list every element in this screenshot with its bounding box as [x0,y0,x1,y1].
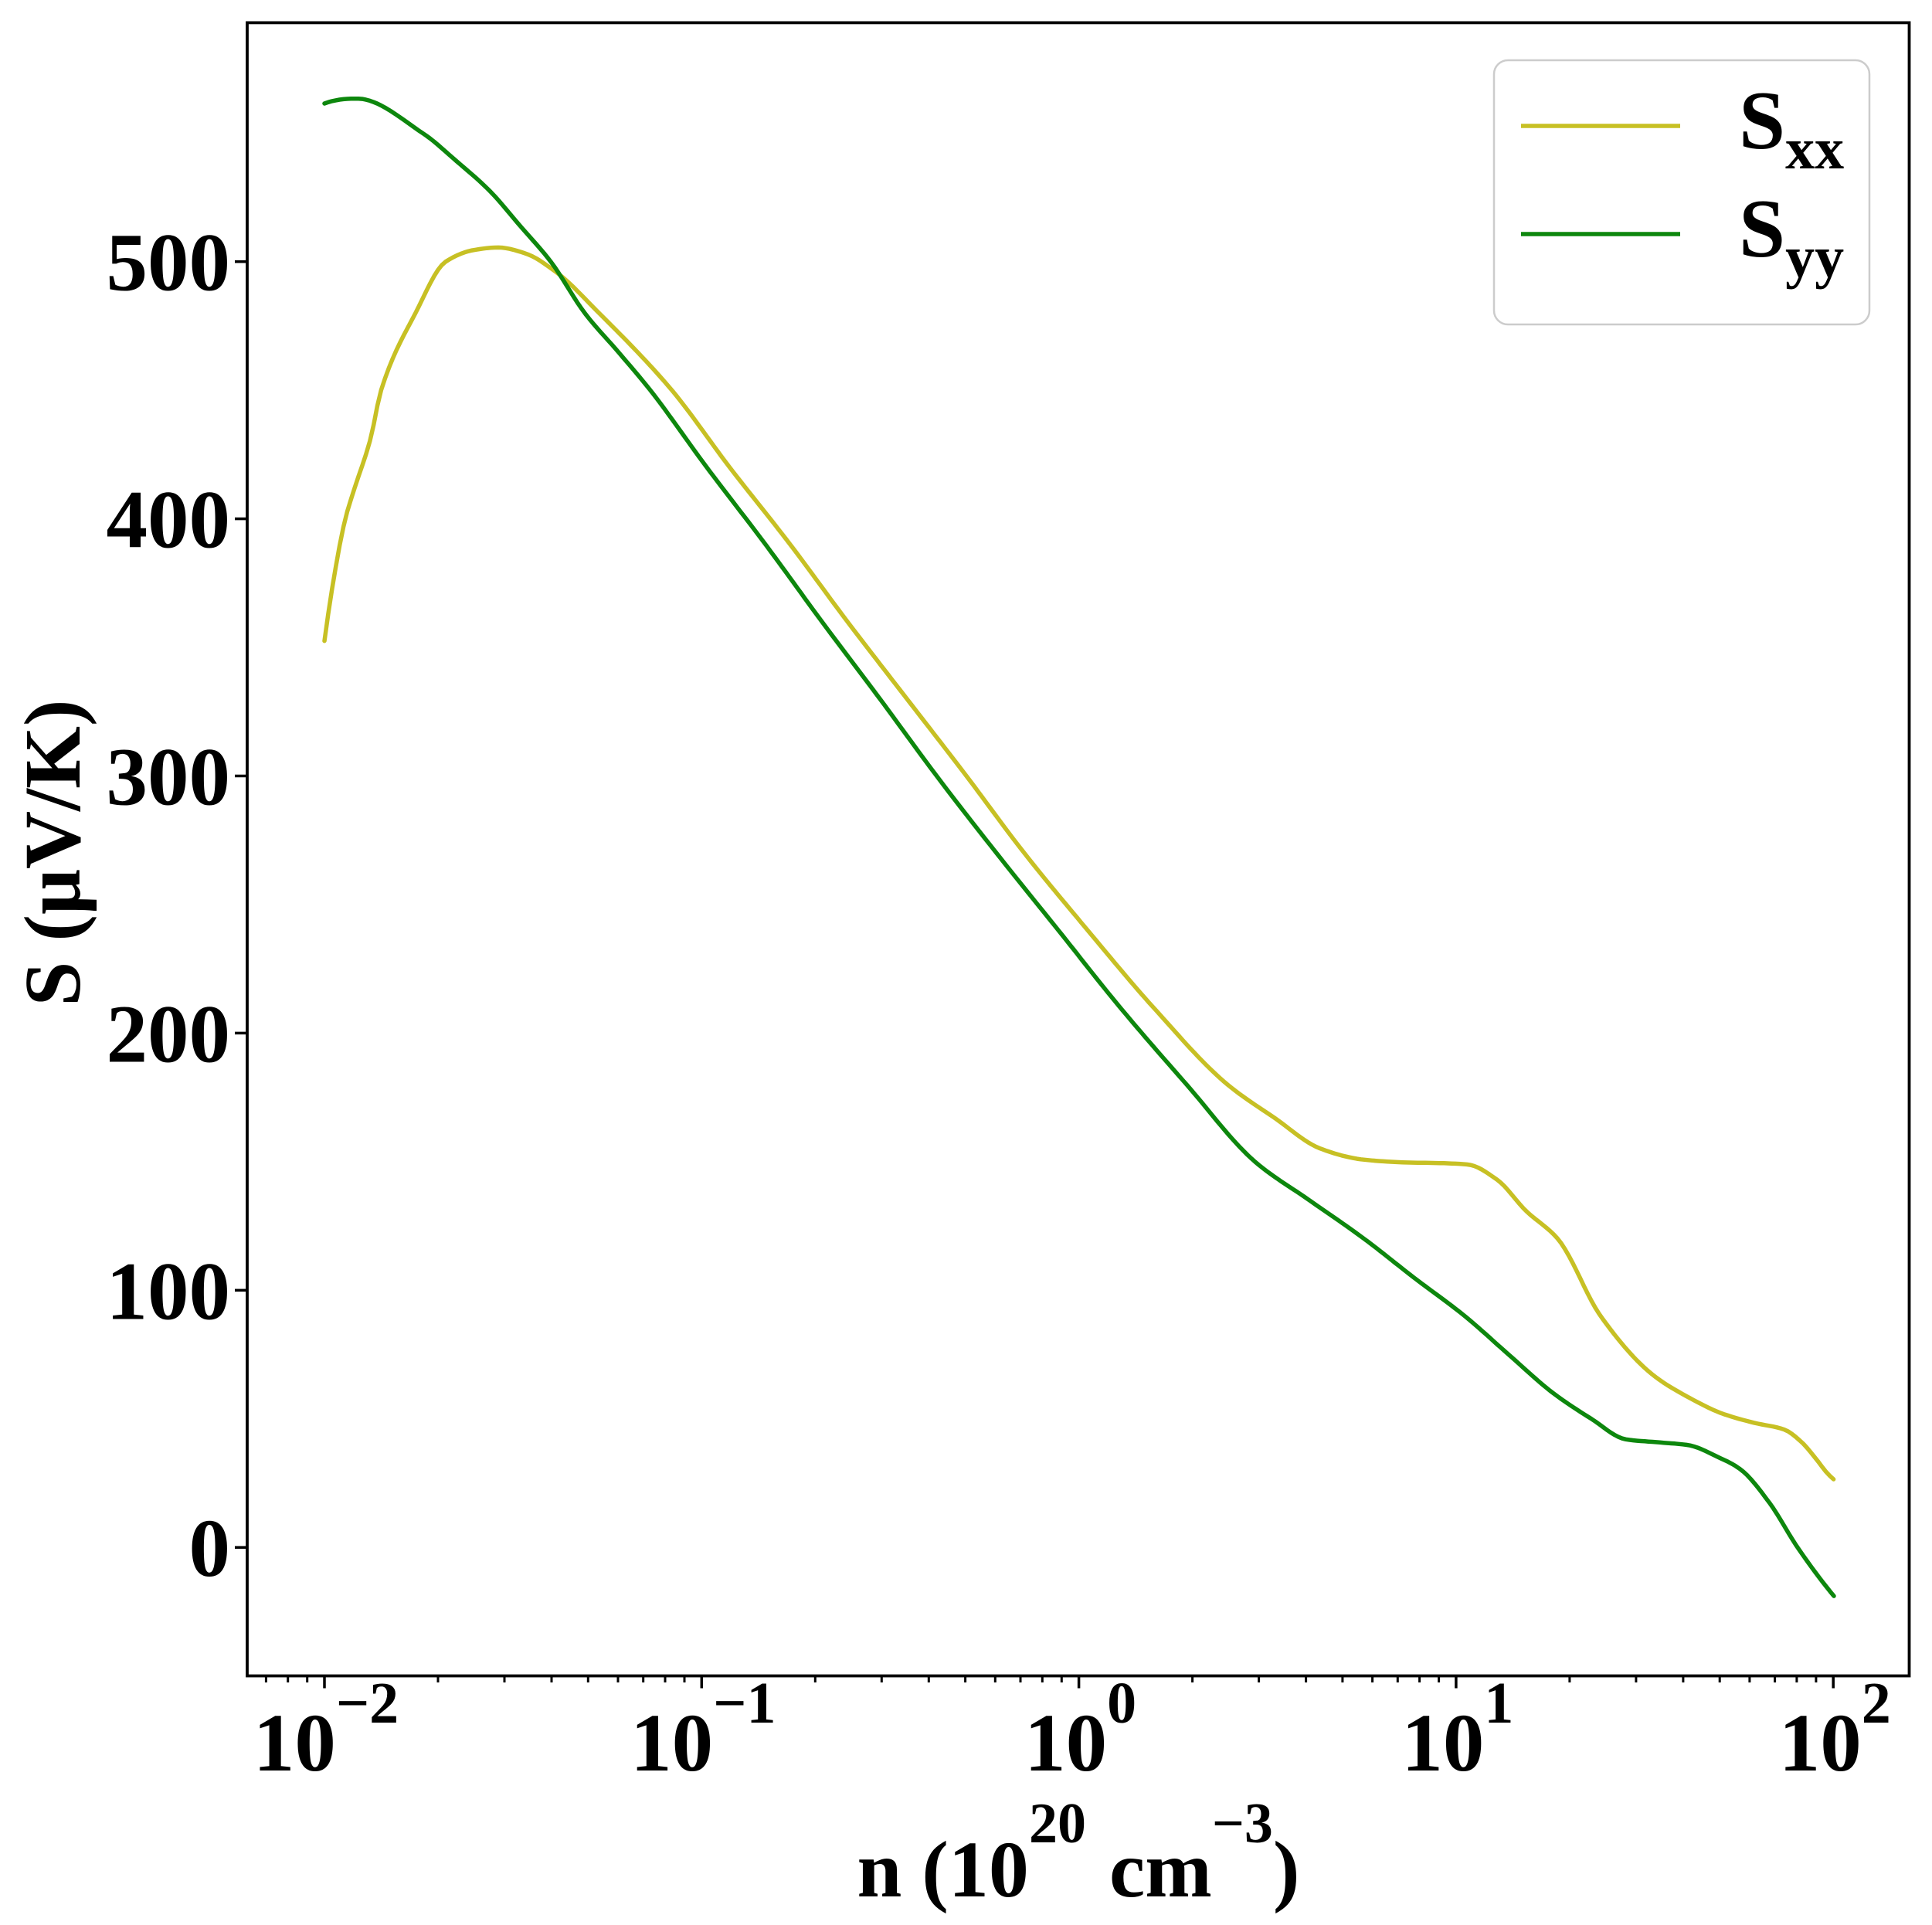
svg-text:400: 400 [107,475,231,566]
svg-text:500: 500 [107,218,231,309]
svg-text:200: 200 [107,989,231,1080]
svg-text:100: 100 [107,1246,231,1337]
svg-text:S (μV/K): S (μV/K) [8,700,97,1007]
svg-text:0: 0 [189,1503,231,1594]
svg-text:300: 300 [107,732,231,823]
